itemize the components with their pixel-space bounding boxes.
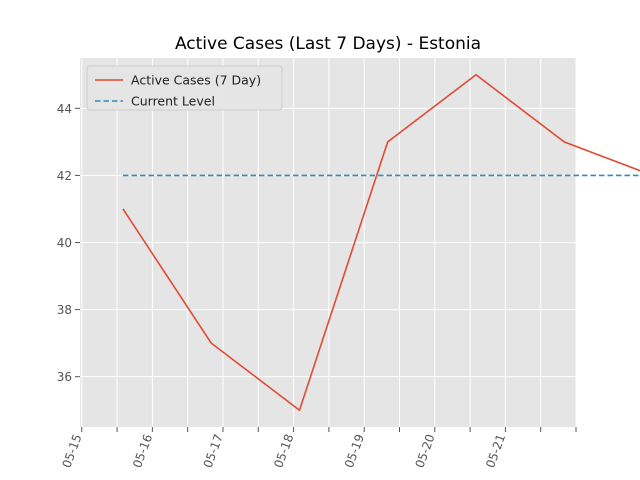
- x-tick-label: 05-20: [413, 432, 438, 470]
- x-tick-label: 05-15: [60, 432, 85, 470]
- y-tick-label: 36: [57, 370, 72, 384]
- legend-box: [86, 65, 283, 111]
- y-tick-label: 44: [57, 102, 72, 116]
- x-tick-label: 05-17: [201, 432, 226, 470]
- x-tick-label: 05-18: [271, 432, 296, 470]
- x-tick-label: 05-16: [130, 432, 155, 470]
- x-tick-label: 05-19: [342, 432, 367, 470]
- legend: Active Cases (7 Day) Current Level: [86, 65, 283, 111]
- series-layer: [122, 73, 640, 412]
- legend-label: Active Cases (7 Day): [131, 73, 261, 88]
- chart-title: Active Cases (Last 7 Days) - Estonia: [175, 34, 481, 54]
- y-tick-label: 40: [57, 236, 72, 250]
- y-tick-label: 42: [57, 169, 72, 183]
- y-tick-label: 38: [57, 303, 72, 317]
- legend-label: Current Level: [131, 94, 215, 109]
- x-tick-label: 05-21: [483, 432, 508, 470]
- active-cases-line: [122, 73, 640, 412]
